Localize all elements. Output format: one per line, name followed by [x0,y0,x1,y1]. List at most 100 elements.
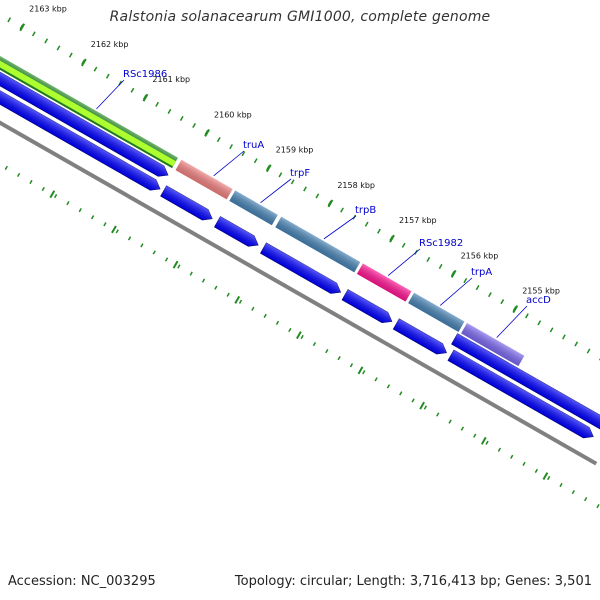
inner-tick [460,426,465,431]
tick-mark [586,348,591,354]
inner-tick [214,285,218,290]
tick-label: 2157 kbp [399,216,437,225]
gene-band-shade [275,216,361,273]
gene-feature-trua [175,159,233,200]
inner-tick [559,482,563,488]
inner-tick [66,201,70,206]
tick-label: 2160 kbp [214,110,252,119]
inner-major-tick [172,260,179,269]
inner-tick [238,299,243,304]
inner-tick [497,447,502,452]
tick-mark [278,172,283,178]
inner-tick [584,496,588,502]
leader-line [213,150,245,177]
tick-mark [500,299,505,305]
tick-mark [290,179,295,185]
tick-mark [463,277,468,284]
major-tick [512,305,519,314]
inner-ticks [4,165,600,509]
leader-line [387,248,421,276]
map-title: Ralstonia solanacearum GMI1000, complete… [109,9,491,25]
inner-tick [53,193,58,199]
tick-label: 2156 kbp [461,251,499,260]
cds-arrow-rsc1986 [0,47,169,177]
tick-mark [574,341,579,347]
tick-label: 2158 kbp [337,181,375,190]
tick-mark [179,115,184,121]
inner-tick [127,236,132,241]
inner-tick [362,370,366,375]
tick-mark [192,122,196,129]
tick-mark [241,151,246,157]
cds-arrow-1 [160,185,213,221]
leader-line [96,79,125,110]
gene-label-accd: accD [526,295,551,306]
tick-mark [68,52,73,58]
inner-tick [485,440,489,445]
cds-arrow-shade [393,318,447,355]
inner-tick [596,504,600,509]
gene-feature-trpb [275,216,361,273]
inner-major-tick [49,190,56,199]
inner-tick [140,243,144,248]
inner-tick [263,313,267,318]
inner-tick [164,257,169,262]
gene-labels: RSc1986 truA trpF trpB RSc1982 trpA accD [96,69,551,338]
gene-label-trpb: trpB [355,205,376,216]
leader-line [260,178,292,203]
cds-arrow-shade [0,48,169,177]
major-tick [204,128,210,137]
genome-summary-text: Topology: circular; Length: 3,716,413 bp… [234,574,592,589]
cds-arrow-shade [260,242,341,294]
inner-tick [29,179,33,185]
tick-mark [537,320,542,326]
tick-mark [105,73,110,79]
inner-tick [547,475,551,481]
inner-tick [349,363,354,368]
inner-tick [399,391,403,396]
gene-label-trpa: trpA [471,267,492,278]
tick-mark [130,87,135,93]
gene-band-highlight [0,39,176,167]
gene-band-shade [175,159,233,200]
major-tick [142,93,149,102]
gene-feature-accd [461,323,525,367]
inner-major-tick [111,225,117,234]
inner-tick [510,454,514,459]
tick-mark [377,228,381,234]
tick-mark [438,263,443,269]
cds-track [0,47,600,439]
inner-major-tick [295,331,302,340]
gene-feature-rsc1982 [356,263,412,302]
tick-mark [253,158,258,164]
inner-tick [251,306,255,311]
tick-mark [364,221,369,227]
leader-line [439,277,473,306]
tick-mark [475,285,480,291]
inner-tick [288,327,292,333]
tick-mark [155,101,160,107]
leader-line [496,305,528,338]
tick-mark [167,108,172,114]
inner-tick [534,468,539,474]
major-tick [389,234,395,243]
inner-tick [78,208,82,213]
tick-mark [216,137,221,143]
tick-mark [303,186,307,192]
tick-label: 2155 kbp [522,287,560,296]
gene-label-rsc1982: RSc1982 [419,238,463,249]
leader-line [323,215,357,240]
tick-mark [93,66,98,72]
tick-mark [229,144,233,150]
inner-tick [312,341,317,347]
major-tick [265,164,272,173]
tick-mark [401,242,406,248]
gene-feature-trpa [408,292,465,332]
cds-arrow-shade [160,185,213,221]
tick-mark [488,292,492,298]
inner-tick [325,349,329,354]
tick-label: 2159 kbp [276,146,314,155]
inner-tick [571,489,575,495]
inner-major-tick [480,436,487,445]
